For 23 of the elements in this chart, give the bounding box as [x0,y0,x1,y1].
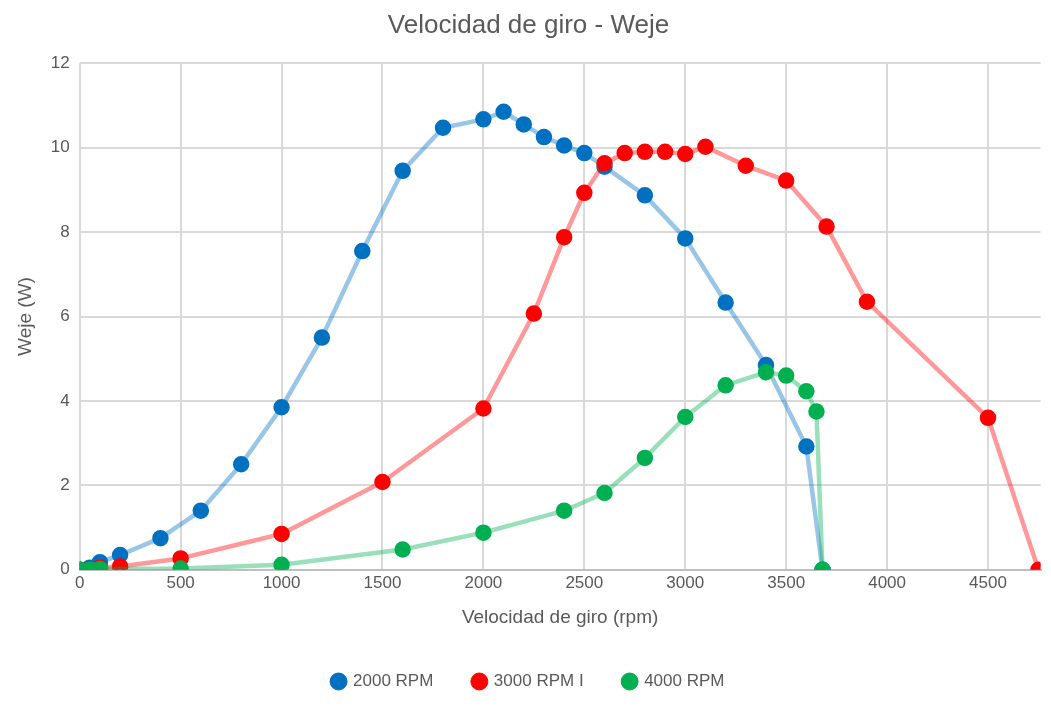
y-tick-label: 8 [60,221,70,241]
y-tick-label: 2 [60,475,70,495]
chart-title: Velocidad de giro - Weje [387,8,670,39]
x-tick-label: 4000 [868,572,907,592]
legend-label: 3000 RPM I [493,671,584,691]
y-tick-label: 0 [60,559,70,579]
x-tick-label: 1000 [262,572,301,592]
legend-label: 2000 RPM [353,671,434,691]
legend-label: 4000 RPM [644,671,725,691]
x-tick-label: 4500 [969,572,1007,592]
x-tick-label: 500 [166,572,195,592]
y-tick-label: 10 [50,137,70,157]
x-tick-label: 2000 [464,572,503,592]
x-tick-label: 3500 [767,572,806,592]
y-tick-label: 6 [60,306,70,326]
y-tick-label: 4 [60,390,70,410]
y-axis-title: Weje (W) [13,277,35,356]
x-tick-label: 0 [74,572,85,592]
y-tick-label: 12 [50,52,70,72]
x-tick-label: 2500 [565,572,604,592]
x-axis-title: Velocidad de giro (rpm) [461,605,659,627]
x-tick-label: 3000 [666,572,705,592]
x-tick-label: 1500 [363,572,402,592]
